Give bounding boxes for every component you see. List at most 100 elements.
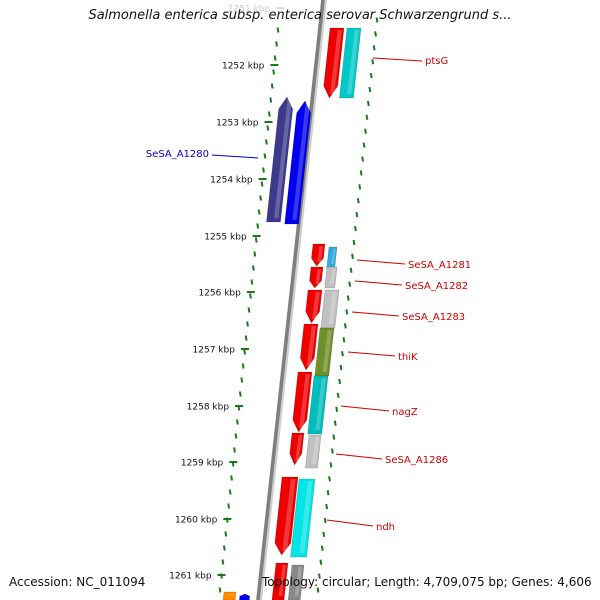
gene-label-leader <box>372 57 423 62</box>
outline-dot-right <box>336 392 340 399</box>
outline-dot-right <box>316 587 320 593</box>
gene-arrow-highlight <box>282 479 296 551</box>
gene-arrow <box>290 478 316 558</box>
outline-dot-right <box>362 142 366 148</box>
ruler-tick-label: 1251 kbp <box>228 5 271 15</box>
gene-arrow <box>307 375 329 435</box>
gene-arrow <box>309 266 324 289</box>
outline-dot-right <box>319 559 323 565</box>
ruler-tick-label: 1254 kbp <box>210 176 253 186</box>
gene-label-leader <box>356 259 406 265</box>
gene-arrow-highlight <box>278 565 287 596</box>
gene-label: SeSA_A1280 <box>146 149 209 160</box>
gene-arrow <box>324 266 338 289</box>
outline-dot-left <box>260 181 264 187</box>
outline-dot-left <box>257 209 261 215</box>
outline-dot-right <box>352 239 356 246</box>
outline-dot-left <box>236 419 239 425</box>
outline-dot-right <box>349 267 353 273</box>
outline-dot-right <box>322 531 326 538</box>
outline-dot-right <box>331 448 334 454</box>
outline-dot-left <box>244 335 248 341</box>
gene-arrow-highlight <box>299 374 310 428</box>
gene-labels: ptsG SeSA_A1280 SeSA_A1281 SeSA_A1282 SeSA_A… <box>146 56 471 533</box>
ruler-tick-label: 1253 kbp <box>216 119 259 129</box>
outline-dot-left <box>228 489 232 495</box>
outline-dot-right <box>359 170 363 176</box>
gene-label-leader <box>335 453 383 460</box>
gene-arrow-highlight <box>347 30 359 94</box>
ruler-tick-label: 1255 kbp <box>204 233 247 243</box>
outline-dot-right <box>366 100 370 107</box>
gene-label-leader <box>354 280 403 286</box>
outline-dot-right <box>328 476 331 482</box>
outline-dot-left <box>273 55 277 61</box>
gene-arrow <box>284 100 312 225</box>
outline-dot-left <box>230 475 233 481</box>
outline-dot-right <box>333 420 337 426</box>
outline-dot-left <box>267 111 271 117</box>
outline-dot-right <box>323 517 327 524</box>
gene-label-leader <box>340 405 390 412</box>
outline-dot-right <box>346 295 350 301</box>
outline-dot-right <box>343 323 347 329</box>
outline-dot-right <box>339 364 343 371</box>
outline-dot-right <box>348 281 352 287</box>
outline-dot-left <box>218 587 222 593</box>
outline-dot-left <box>246 321 249 327</box>
outline-dot-left <box>266 125 270 131</box>
outline-dot-left <box>263 153 267 159</box>
gene-arrow <box>305 289 323 324</box>
ruler: 1251 kbp 1252 kbp 1253 kbp 1254 kbp 1255 kbp… <box>169 5 285 582</box>
gene-arrow-highlight <box>330 30 342 94</box>
ruler-tick-label: 1260 kbp <box>175 516 218 526</box>
outline-dot-right <box>332 434 336 440</box>
outline-dot-right <box>318 573 321 579</box>
gene-label-leader <box>351 311 400 317</box>
ruler-tick-label: 1257 kbp <box>193 346 236 356</box>
gene-arrow <box>323 27 345 99</box>
gene-label: ptsG <box>425 56 448 67</box>
gene-label: SeSA_A1286 <box>385 455 448 466</box>
outline-dot-right <box>358 184 362 190</box>
outline-dot-right <box>361 156 364 162</box>
gene-arrow-highlight <box>330 269 336 284</box>
outline-dot-right <box>351 253 354 259</box>
outline-dot-left <box>272 69 276 75</box>
gene-arrow <box>287 564 305 600</box>
outline-dot-right <box>356 198 360 204</box>
gene-arrow <box>320 289 340 329</box>
outline-dot-right <box>369 72 373 79</box>
gene-arrow <box>266 96 294 223</box>
outline-dot-left <box>262 167 265 173</box>
gene-arrow-highlight <box>317 246 324 262</box>
gene-arrow <box>271 562 289 600</box>
outline-dot-right <box>320 545 324 551</box>
outline-dot-right <box>326 490 330 496</box>
gene-arrow-highlight <box>312 292 320 319</box>
gene-label-leader <box>326 519 374 527</box>
gene-arrow-highlight <box>306 326 316 366</box>
outline-dot-left <box>227 503 231 509</box>
gene-arrow <box>339 27 362 99</box>
outline-dot-left <box>249 293 252 299</box>
gene-arrows <box>222 27 362 600</box>
gene-arrow <box>314 327 335 377</box>
outline-dot-right <box>368 86 372 93</box>
outline-dot-right <box>338 378 341 385</box>
outline-dot-right <box>365 114 369 120</box>
outline-dot-right <box>364 128 367 134</box>
gene-arrow <box>300 323 319 371</box>
outline-dot-left <box>256 223 260 229</box>
outline-dot-right <box>374 31 377 37</box>
gene-arrow <box>305 434 322 469</box>
gene-arrow-highlight <box>315 378 326 430</box>
gene-label-leader <box>211 154 259 159</box>
outline-dot-left <box>254 237 258 243</box>
gene-arrow-highlight <box>331 249 336 264</box>
outline-dot-left <box>247 307 251 313</box>
backbone-line <box>256 0 325 600</box>
outline-dot-left <box>253 251 257 257</box>
topology-text: Topology: circular; Length: 4,709,075 bp… <box>262 575 592 589</box>
outline-dot-left <box>276 27 280 33</box>
